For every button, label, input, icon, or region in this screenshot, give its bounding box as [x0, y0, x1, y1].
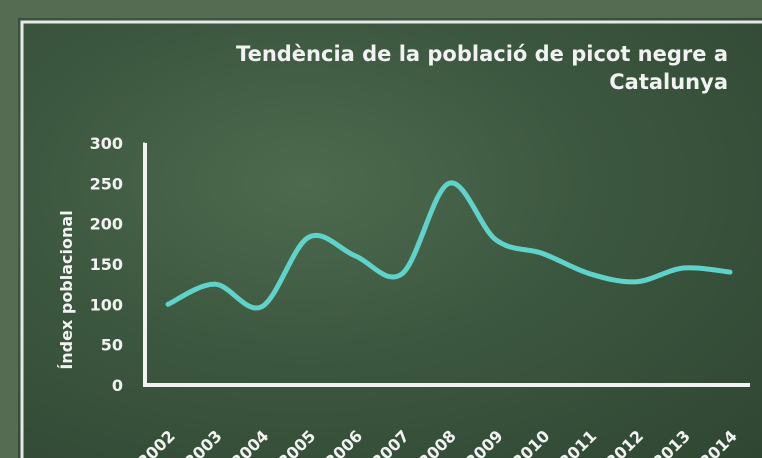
x-tick-label: 2009	[462, 426, 507, 458]
x-tick-label: 2007	[368, 426, 413, 458]
y-tick-label: 300	[90, 134, 123, 153]
chart-title: Tendència de la població de picot negre …	[208, 40, 728, 96]
y-tick-label: 0	[112, 376, 123, 395]
axis-line	[145, 143, 750, 385]
x-tick-label: 2008	[415, 426, 460, 458]
x-tick-label: 2012	[602, 426, 647, 458]
x-tick-label: 2011	[555, 426, 600, 458]
x-tick-label: 2014	[696, 426, 741, 458]
x-tick-label: 2010	[509, 426, 554, 458]
x-tick-label: 2006	[321, 426, 366, 458]
y-tick-label: 200	[90, 215, 123, 234]
y-tick-label: 250	[90, 174, 123, 193]
y-tick-label: 50	[101, 336, 123, 355]
y-tick-label: 150	[90, 255, 123, 274]
photo-edge	[0, 0, 762, 18]
y-axis-label: Índex poblacional	[57, 210, 76, 369]
x-tick-label: 2005	[274, 426, 319, 458]
x-tick-label: 2004	[228, 426, 273, 458]
chart: Índex poblacional 0 50 100 150 200 250 300 2002…	[0, 0, 762, 458]
x-tick-label: 2002	[134, 426, 179, 458]
x-tick-label: 2003	[181, 426, 226, 458]
x-tick-label: 2013	[649, 426, 694, 458]
photo-edge	[0, 0, 18, 458]
y-tick-label: 100	[90, 295, 123, 314]
data-line	[168, 183, 730, 308]
